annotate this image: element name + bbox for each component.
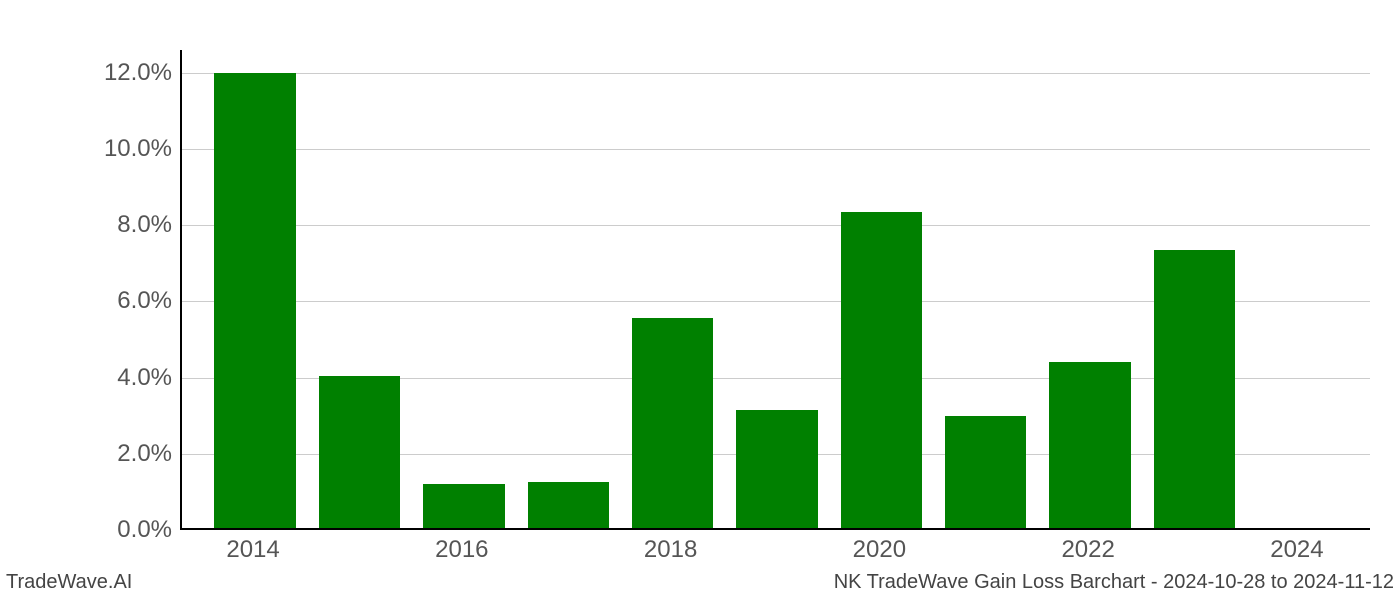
x-tick-label: 2022: [1038, 536, 1138, 564]
y-tick-label: 2.0%: [72, 440, 172, 468]
y-tick-label: 8.0%: [72, 211, 172, 239]
y-tick-label: 0.0%: [72, 516, 172, 544]
y-tick-label: 4.0%: [72, 364, 172, 392]
y-tick-label: 10.0%: [72, 135, 172, 163]
bar: [736, 410, 817, 528]
bar: [528, 482, 609, 528]
x-tick-label: 2020: [829, 536, 929, 564]
plot-area: [180, 50, 1370, 530]
y-tick-label: 6.0%: [72, 287, 172, 315]
gridline: [182, 225, 1370, 226]
x-tick-label: 2016: [412, 536, 512, 564]
x-tick-label: 2024: [1247, 536, 1347, 564]
x-tick-label: 2014: [203, 536, 303, 564]
footer-right-caption: NK TradeWave Gain Loss Barchart - 2024-1…: [834, 571, 1394, 594]
y-tick-label: 12.0%: [72, 59, 172, 87]
footer-left-brand: TradeWave.AI: [6, 571, 132, 594]
bar: [423, 484, 504, 528]
bar: [841, 212, 922, 528]
gridline: [182, 149, 1370, 150]
bar: [319, 376, 400, 528]
bar: [632, 318, 713, 528]
bar: [1154, 250, 1235, 528]
gridline: [182, 73, 1370, 74]
gain-loss-bar-chart: TradeWave.AI NK TradeWave Gain Loss Barc…: [0, 0, 1400, 600]
bar: [214, 73, 295, 528]
x-tick-label: 2018: [621, 536, 721, 564]
bar: [945, 416, 1026, 528]
bar: [1049, 362, 1130, 528]
